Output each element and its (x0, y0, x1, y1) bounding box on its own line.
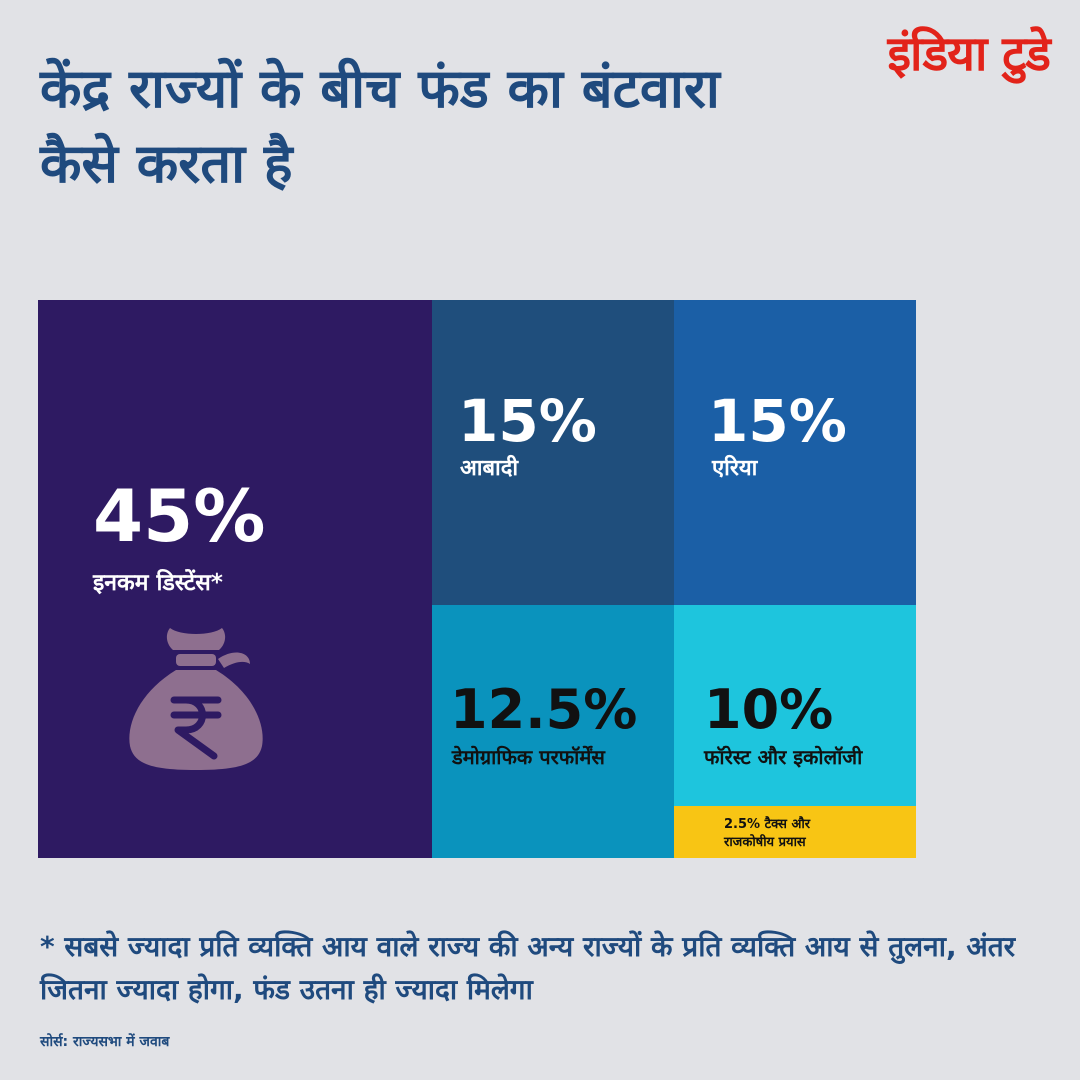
chart-title: केंद्र राज्यों के बीच फंड का बंटवारा कैस… (40, 57, 720, 195)
tile-label: इनकम डिस्टेंस* (93, 570, 223, 596)
tile-tax-fiscal-effort: 2.5% टैक्स और राजकोषीय प्रयास (674, 806, 916, 858)
money-bag-rupee-icon (126, 622, 266, 770)
treemap-chart: 45% इनकम डिस्टेंस* 15% आबादी 15% एरिया 1… (38, 300, 916, 858)
tile-value: 15% (708, 387, 847, 455)
tile-population: 15% आबादी (432, 300, 674, 605)
footnote: * सबसे ज्यादा प्रति व्यक्ति आय वाले राज्… (40, 930, 1016, 1006)
tile-label: आबादी (460, 456, 519, 481)
tile-label: एरिया (712, 456, 758, 481)
india-today-logo: इंडिया टुडे (887, 26, 1051, 82)
tile-demographic-performance: 12.5% डेमोग्राफिक परफॉर्मेंस (432, 605, 674, 858)
tile-forest-ecology: 10% फॉरेस्ट और इकोलॉजी (674, 605, 916, 806)
tile-value: 15% (458, 387, 597, 455)
source-note: सोर्स: राज्यसभा में जवाब (40, 1034, 170, 1050)
tile-value: 10% (704, 678, 834, 741)
tile-value: 45% (93, 474, 266, 558)
tile-area: 15% एरिया (674, 300, 916, 605)
tile-income-distance: 45% इनकम डिस्टेंस* (38, 300, 432, 858)
tile-value: 12.5% (450, 678, 638, 741)
tile-label: 2.5% टैक्स और राजकोषीय प्रयास (724, 817, 811, 850)
tile-label: फॉरेस्ट और इकोलॉजी (704, 745, 863, 769)
tile-label: डेमोग्राफिक परफॉर्मेंस (452, 745, 605, 769)
